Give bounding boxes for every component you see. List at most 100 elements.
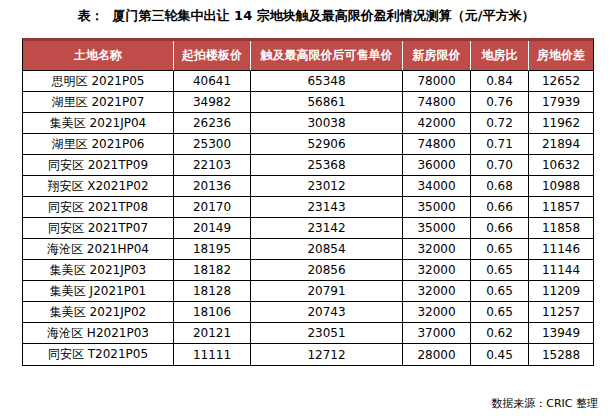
table-row: 集美区 2021JP03 18182 20856 32000 0.65 1114… — [23, 260, 593, 281]
cell-starting-floor-price: 18195 — [174, 239, 251, 260]
table-body: 思明区 2021P05 40641 65348 78000 0.84 12652… — [23, 71, 593, 365]
cell-land-house-ratio: 0.66 — [471, 197, 529, 218]
cell-house-land-price-gap: 11257 — [529, 302, 593, 323]
cell-house-land-price-gap: 10632 — [529, 155, 593, 176]
cell-starting-floor-price: 20149 — [174, 218, 251, 239]
cell-new-home-price-cap: 35000 — [403, 218, 471, 239]
table-title: 表： 厦门第三轮集中出让 14 宗地块触及最高限价盈利情况测算（元/平方米） — [0, 7, 612, 25]
table-row: 翔安区 X2021P02 20136 23012 34000 0.68 1098… — [23, 176, 593, 197]
cell-land-house-ratio: 0.76 — [471, 92, 529, 113]
cell-sellable-price-after-cap: 23143 — [251, 197, 403, 218]
cell-new-home-price-cap: 34000 — [403, 176, 471, 197]
cell-new-home-price-cap: 42000 — [403, 113, 471, 134]
cell-sellable-price-after-cap: 56861 — [251, 92, 403, 113]
cell-starting-floor-price: 25300 — [174, 134, 251, 155]
cell-house-land-price-gap: 13949 — [529, 323, 593, 344]
cell-new-home-price-cap: 35000 — [403, 197, 471, 218]
cell-new-home-price-cap: 32000 — [403, 239, 471, 260]
cell-sellable-price-after-cap: 23012 — [251, 176, 403, 197]
table-row: 集美区 2021JP02 18106 20743 32000 0.65 1125… — [23, 302, 593, 323]
cell-sellable-price-after-cap: 52906 — [251, 134, 403, 155]
cell-land-name: 湖里区 2021P06 — [23, 134, 174, 155]
table-row: 同安区 2021TP08 20170 23143 35000 0.66 1185… — [23, 197, 593, 218]
cell-house-land-price-gap: 11962 — [529, 113, 593, 134]
cell-land-name: 海沧区 H2021P03 — [23, 323, 174, 344]
header-house-land-price-gap: 房地价差 — [529, 41, 593, 71]
cell-land-name: 海沧区 2021HP04 — [23, 239, 174, 260]
cell-starting-floor-price: 18128 — [174, 281, 251, 302]
cell-house-land-price-gap: 15288 — [529, 344, 593, 365]
cell-house-land-price-gap: 21894 — [529, 134, 593, 155]
cell-sellable-price-after-cap: 20791 — [251, 281, 403, 302]
cell-starting-floor-price: 20121 — [174, 323, 251, 344]
cell-land-name: 集美区 J2021P01 — [23, 281, 174, 302]
cell-house-land-price-gap: 17939 — [529, 92, 593, 113]
cell-sellable-price-after-cap: 20856 — [251, 260, 403, 281]
cell-land-house-ratio: 0.84 — [471, 71, 529, 92]
cell-sellable-price-after-cap: 20854 — [251, 239, 403, 260]
cell-new-home-price-cap: 37000 — [403, 323, 471, 344]
table-row: 海沧区 2021HP04 18195 20854 32000 0.65 1114… — [23, 239, 593, 260]
cell-new-home-price-cap: 36000 — [403, 155, 471, 176]
cell-new-home-price-cap: 32000 — [403, 302, 471, 323]
cell-sellable-price-after-cap: 30038 — [251, 113, 403, 134]
cell-land-house-ratio: 0.68 — [471, 176, 529, 197]
cell-house-land-price-gap: 11857 — [529, 197, 593, 218]
cell-new-home-price-cap: 74800 — [403, 92, 471, 113]
table-row: 同安区 2021TP07 20149 23142 35000 0.66 1185… — [23, 218, 593, 239]
source-note: 数据来源：CRIC 整理 — [491, 396, 598, 411]
table-header: 土地名称 起拍楼板价 触及最高限价后可售单价 新房限价 地房比 房地价差 — [23, 41, 593, 71]
cell-starting-floor-price: 26236 — [174, 113, 251, 134]
cell-land-house-ratio: 0.65 — [471, 302, 529, 323]
cell-starting-floor-price: 18106 — [174, 302, 251, 323]
cell-sellable-price-after-cap: 12712 — [251, 344, 403, 365]
cell-sellable-price-after-cap: 65348 — [251, 71, 403, 92]
cell-land-name: 集美区 2021JP02 — [23, 302, 174, 323]
cell-land-name: 同安区 2021TP09 — [23, 155, 174, 176]
cell-house-land-price-gap: 11209 — [529, 281, 593, 302]
cell-starting-floor-price: 11111 — [174, 344, 251, 365]
cell-starting-floor-price: 22103 — [174, 155, 251, 176]
table-row: 湖里区 2021P07 34982 56861 74800 0.76 17939 — [23, 92, 593, 113]
cell-sellable-price-after-cap: 25368 — [251, 155, 403, 176]
cell-sellable-price-after-cap: 23051 — [251, 323, 403, 344]
cell-new-home-price-cap: 32000 — [403, 281, 471, 302]
table-row: 湖里区 2021P06 25300 52906 74800 0.71 21894 — [23, 134, 593, 155]
table-row: 同安区 2021TP09 22103 25368 36000 0.70 1063… — [23, 155, 593, 176]
cell-land-name: 思明区 2021P05 — [23, 71, 174, 92]
cell-house-land-price-gap: 11146 — [529, 239, 593, 260]
cell-starting-floor-price: 20170 — [174, 197, 251, 218]
cell-starting-floor-price: 18182 — [174, 260, 251, 281]
land-price-table: 土地名称 起拍楼板价 触及最高限价后可售单价 新房限价 地房比 房地价差 思明区… — [22, 38, 594, 366]
cell-land-house-ratio: 0.66 — [471, 218, 529, 239]
header-land-name: 土地名称 — [23, 41, 174, 71]
cell-new-home-price-cap: 74800 — [403, 134, 471, 155]
header-sellable-price-after-cap: 触及最高限价后可售单价 — [251, 41, 403, 71]
cell-land-name: 湖里区 2021P07 — [23, 92, 174, 113]
cell-land-house-ratio: 0.65 — [471, 281, 529, 302]
cell-land-house-ratio: 0.71 — [471, 134, 529, 155]
header-row: 土地名称 起拍楼板价 触及最高限价后可售单价 新房限价 地房比 房地价差 — [23, 41, 593, 71]
header-land-house-ratio: 地房比 — [471, 41, 529, 71]
cell-starting-floor-price: 40641 — [174, 71, 251, 92]
table-row: 思明区 2021P05 40641 65348 78000 0.84 12652 — [23, 71, 593, 92]
table-row: 同安区 T2021P05 11111 12712 28000 0.45 1528… — [23, 344, 593, 365]
cell-starting-floor-price: 34982 — [174, 92, 251, 113]
cell-sellable-price-after-cap: 23142 — [251, 218, 403, 239]
cell-land-house-ratio: 0.65 — [471, 239, 529, 260]
cell-land-house-ratio: 0.65 — [471, 260, 529, 281]
cell-house-land-price-gap: 11144 — [529, 260, 593, 281]
cell-land-name: 同安区 2021TP08 — [23, 197, 174, 218]
cell-land-name: 翔安区 X2021P02 — [23, 176, 174, 197]
cell-land-name: 集美区 2021JP04 — [23, 113, 174, 134]
header-starting-floor-price: 起拍楼板价 — [174, 41, 251, 71]
report-page: 表： 厦门第三轮集中出让 14 宗地块触及最高限价盈利情况测算（元/平方米） 土… — [0, 0, 612, 418]
cell-house-land-price-gap: 12652 — [529, 71, 593, 92]
table-row: 海沧区 H2021P03 20121 23051 37000 0.62 1394… — [23, 323, 593, 344]
cell-starting-floor-price: 20136 — [174, 176, 251, 197]
cell-new-home-price-cap: 78000 — [403, 71, 471, 92]
cell-land-name: 集美区 2021JP03 — [23, 260, 174, 281]
cell-land-house-ratio: 0.70 — [471, 155, 529, 176]
cell-sellable-price-after-cap: 20743 — [251, 302, 403, 323]
cell-land-name: 同安区 2021TP07 — [23, 218, 174, 239]
